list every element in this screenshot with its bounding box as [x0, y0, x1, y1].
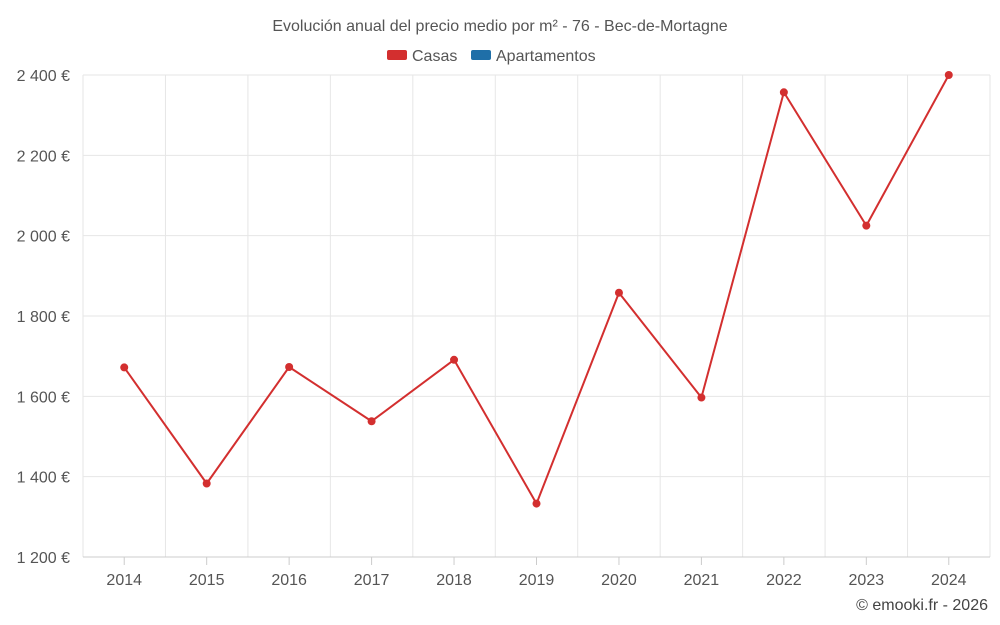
y-tick-label: 1 400 € [17, 470, 70, 487]
x-tick-label: 2024 [931, 572, 967, 589]
chart-title: Evolución anual del precio medio por m² … [272, 18, 727, 35]
x-tick-label: 2015 [189, 572, 225, 589]
x-tick-label: 2014 [106, 572, 142, 589]
legend: Casas Apartamentos [387, 48, 596, 65]
x-tick-label: 2019 [519, 572, 555, 589]
x-tick-label: 2022 [766, 572, 802, 589]
data-point[interactable] [367, 417, 376, 426]
x-tick-label: 2017 [354, 572, 390, 589]
data-point[interactable] [862, 221, 871, 230]
y-tick-label: 1 200 € [17, 550, 70, 567]
data-point[interactable] [120, 363, 129, 372]
grid-layer [82, 74, 991, 557]
data-point[interactable] [285, 363, 294, 372]
data-point[interactable] [697, 393, 706, 402]
x-tick-label: 2018 [436, 572, 472, 589]
legend-swatch-apartamentos[interactable] [471, 50, 491, 60]
data-point[interactable] [944, 71, 953, 79]
y-tick-label: 2 000 € [17, 229, 70, 246]
legend-swatch-casas[interactable] [387, 50, 407, 60]
x-tick-label: 2020 [601, 572, 637, 589]
data-point[interactable] [614, 288, 623, 297]
legend-label-casas[interactable]: Casas [412, 48, 457, 65]
data-point[interactable] [532, 499, 541, 508]
x-axis: 2014 2015 2016 2017 2018 2019 2020 2021 2022 2023… [83, 556, 990, 589]
x-tick-label: 2023 [849, 572, 885, 589]
legend-label-apartamentos[interactable]: Apartamentos [496, 48, 596, 65]
y-tick-label: 1 800 € [17, 309, 70, 326]
y-tick-label: 1 600 € [17, 389, 70, 406]
data-point[interactable] [450, 355, 459, 364]
y-tick-label: 2 200 € [17, 148, 70, 165]
y-tick-label: 2 400 € [17, 68, 70, 85]
credit-text: © emooki.fr - 2026 [856, 597, 988, 614]
data-point[interactable] [779, 88, 788, 97]
y-axis: 1 200 € 1 400 € 1 600 € 1 800 € 2 000 € 2 200… [17, 68, 70, 567]
data-point[interactable] [202, 479, 211, 488]
x-tick-label: 2016 [271, 572, 307, 589]
x-tick-label: 2021 [684, 572, 720, 589]
series-layer [120, 71, 953, 508]
